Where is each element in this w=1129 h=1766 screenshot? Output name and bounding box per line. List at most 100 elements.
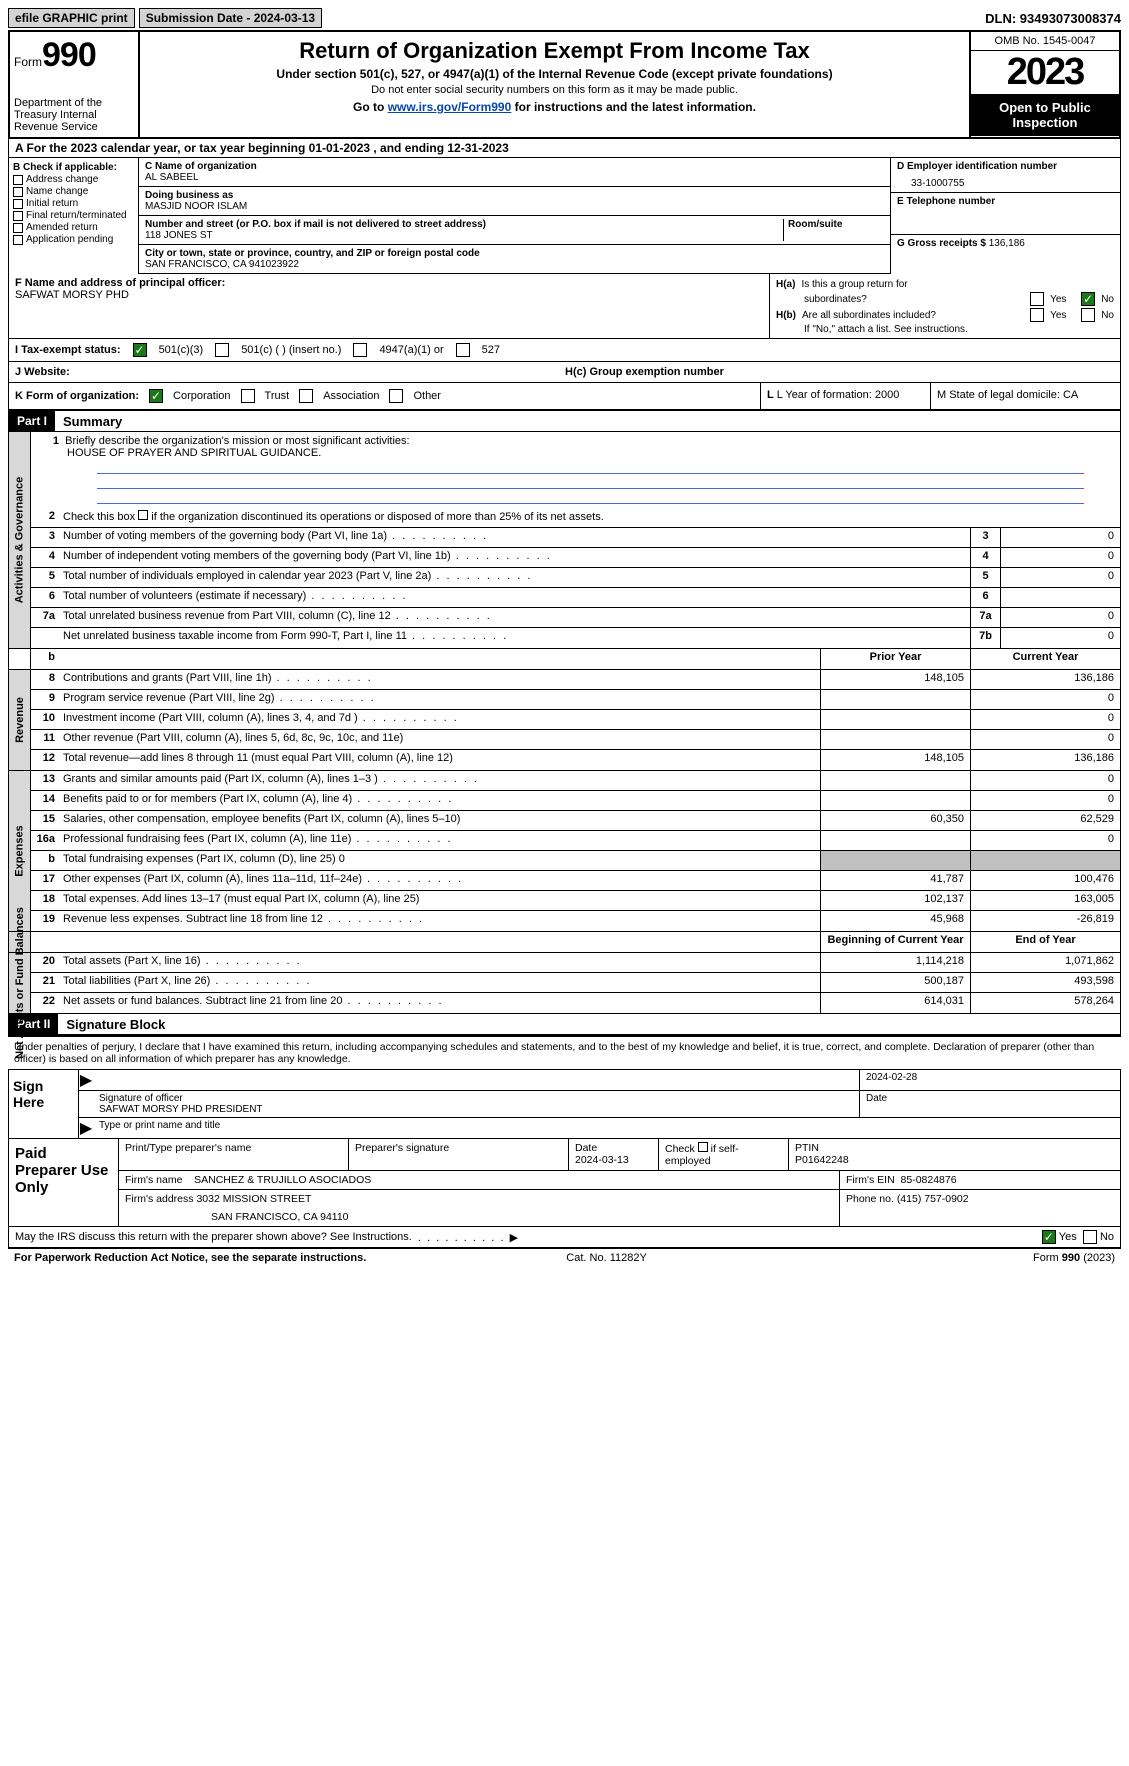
l20-eoy: 1,071,862: [970, 953, 1120, 972]
expenses-section: Expenses 13Grants and similar amounts pa…: [8, 771, 1121, 932]
corp-checkbox[interactable]: [149, 389, 163, 403]
street-address: 118 JONES ST: [145, 230, 783, 241]
dept-label: Department of the Treasury Internal Reve…: [14, 97, 134, 133]
ein-value: 33-1000755: [897, 178, 1114, 189]
mission-text: HOUSE OF PRAYER AND SPIRITUAL GUIDANCE.: [37, 447, 1114, 459]
l22-bcy: 614,031: [820, 993, 970, 1013]
other-checkbox[interactable]: [389, 389, 403, 403]
state-domicile: M State of legal domicile: CA: [930, 383, 1120, 409]
form-title: Return of Organization Exempt From Incom…: [148, 38, 961, 64]
firm-ein: 85-0824876: [901, 1174, 957, 1186]
irs-link[interactable]: www.irs.gov/Form990: [388, 100, 512, 114]
sig-declaration: Under penalties of perjury, I declare th…: [8, 1035, 1121, 1069]
501c3-checkbox[interactable]: [133, 343, 147, 357]
discuss-yes-checkbox[interactable]: [1042, 1230, 1056, 1244]
ha-no-checkbox[interactable]: [1081, 292, 1095, 306]
line7a-val: 0: [1000, 608, 1120, 627]
l15-cy: 62,529: [970, 811, 1120, 830]
prep-date: 2024-03-13: [575, 1154, 652, 1166]
trust-checkbox[interactable]: [241, 389, 255, 403]
4947-checkbox[interactable]: [353, 343, 367, 357]
top-bar: efile GRAPHIC print Submission Date - 20…: [8, 8, 1121, 28]
tax-year: 2023: [971, 51, 1119, 94]
form-footer: Form 990 (2023): [1033, 1252, 1115, 1264]
cat-no: Cat. No. 11282Y: [566, 1252, 647, 1264]
net-assets-header: Beginning of Current YearEnd of Year: [8, 932, 1121, 953]
l16a-cy: 0: [970, 831, 1120, 850]
l10-cy: 0: [970, 710, 1120, 729]
527-checkbox[interactable]: [456, 343, 470, 357]
firm-name: SANCHEZ & TRUJILLO ASOCIADOS: [194, 1174, 371, 1186]
row-k: K Form of organization: Corporation Trus…: [9, 383, 1120, 410]
ha-yes-checkbox[interactable]: [1030, 292, 1044, 306]
l21-bcy: 500,187: [820, 973, 970, 992]
final-return-checkbox[interactable]: [13, 211, 23, 221]
part-2-header: Part II Signature Block: [8, 1014, 1121, 1035]
dln-label: DLN: 93493073008374: [985, 11, 1121, 26]
discontinued-checkbox[interactable]: [138, 510, 148, 520]
l18-py: 102,137: [820, 891, 970, 910]
l13-cy: 0: [970, 771, 1120, 790]
form-header: Form990 Department of the Treasury Inter…: [8, 30, 1121, 139]
hb-no-checkbox[interactable]: [1081, 308, 1095, 322]
net-assets-section: Net Assets or Fund Balances 20Total asse…: [8, 953, 1121, 1014]
initial-return-checkbox[interactable]: [13, 199, 23, 209]
submission-date-badge: Submission Date - 2024-03-13: [139, 8, 322, 28]
line4-val: 0: [1000, 548, 1120, 567]
line7b-val: 0: [1000, 628, 1120, 648]
org-name: AL SABEEL: [145, 172, 884, 183]
row-f-h: F Name and address of principal officer:…: [9, 274, 1120, 339]
app-pending-checkbox[interactable]: [13, 235, 23, 245]
l9-cy: 0: [970, 690, 1120, 709]
paid-preparer-block: Paid Preparer Use Only Print/Type prepar…: [8, 1139, 1121, 1227]
l20-bcy: 1,114,218: [820, 953, 970, 972]
ssn-note: Do not enter social security numbers on …: [148, 84, 961, 96]
sign-here-block: Sign Here ▶ 2024-02-28 Signature of offi…: [8, 1069, 1121, 1139]
addr-change-checkbox[interactable]: [13, 175, 23, 185]
assoc-checkbox[interactable]: [299, 389, 313, 403]
l14-cy: 0: [970, 791, 1120, 810]
l18-cy: 163,005: [970, 891, 1120, 910]
l19-cy: -26,819: [970, 911, 1120, 931]
l12-cy: 136,186: [970, 750, 1120, 770]
row-i-tax-status: I Tax-exempt status: 501(c)(3) 501(c) ( …: [9, 339, 1120, 362]
goto-line: Go to www.irs.gov/Form990 for instructio…: [148, 100, 961, 114]
box-c: C Name of organization AL SABEEL Doing b…: [139, 158, 890, 274]
line6-val: [1000, 588, 1120, 607]
efile-print-button[interactable]: efile GRAPHIC print: [8, 8, 135, 28]
revenue-section: Revenue 8Contributions and grants (Part …: [8, 670, 1121, 771]
l19-py: 45,968: [820, 911, 970, 931]
governance-section: Activities & Governance 1 Briefly descri…: [8, 432, 1121, 649]
l8-cy: 136,186: [970, 670, 1120, 689]
l17-cy: 100,476: [970, 871, 1120, 890]
amended-return-checkbox[interactable]: [13, 223, 23, 233]
may-irs-discuss: May the IRS discuss this return with the…: [8, 1227, 1121, 1248]
part-1-header: Part I Summary: [8, 411, 1121, 432]
self-employed-checkbox[interactable]: [698, 1142, 708, 1152]
discuss-no-checkbox[interactable]: [1083, 1230, 1097, 1244]
firm-addr2: SAN FRANCISCO, CA 94110: [125, 1205, 833, 1223]
hb-yes-checkbox[interactable]: [1030, 308, 1044, 322]
l21-eoy: 493,598: [970, 973, 1120, 992]
footer: For Paperwork Reduction Act Notice, see …: [8, 1248, 1121, 1267]
officer-name: SAFWAT MORSY PHD PRESIDENT: [99, 1104, 853, 1115]
501c-checkbox[interactable]: [215, 343, 229, 357]
omb-number: OMB No. 1545-0047: [971, 32, 1119, 51]
line5-val: 0: [1000, 568, 1120, 587]
city-state-zip: SAN FRANCISCO, CA 941023922: [145, 259, 884, 270]
dba-name: MASJID NOOR ISLAM: [145, 201, 884, 212]
header-grid: B Check if applicable: Address change Na…: [8, 158, 1121, 274]
box-d-e-g: D Employer identification number 33-1000…: [890, 158, 1120, 274]
firm-addr1: 3032 MISSION STREET: [196, 1193, 311, 1205]
l15-py: 60,350: [820, 811, 970, 830]
firm-phone: (415) 757-0902: [897, 1193, 969, 1205]
l12-py: 148,105: [820, 750, 970, 770]
col-header-row: bPrior YearCurrent Year: [8, 649, 1121, 670]
form-subtitle: Under section 501(c), 527, or 4947(a)(1)…: [148, 67, 961, 81]
principal-officer: SAFWAT MORSY PHD: [15, 289, 763, 301]
name-change-checkbox[interactable]: [13, 187, 23, 197]
row-a-tax-year: A For the 2023 calendar year, or tax yea…: [8, 139, 1121, 158]
sig-date: 2024-02-28: [860, 1070, 1120, 1090]
l17-py: 41,787: [820, 871, 970, 890]
row-j-website: J Website: H(c) Group exemption number: [9, 362, 1120, 383]
